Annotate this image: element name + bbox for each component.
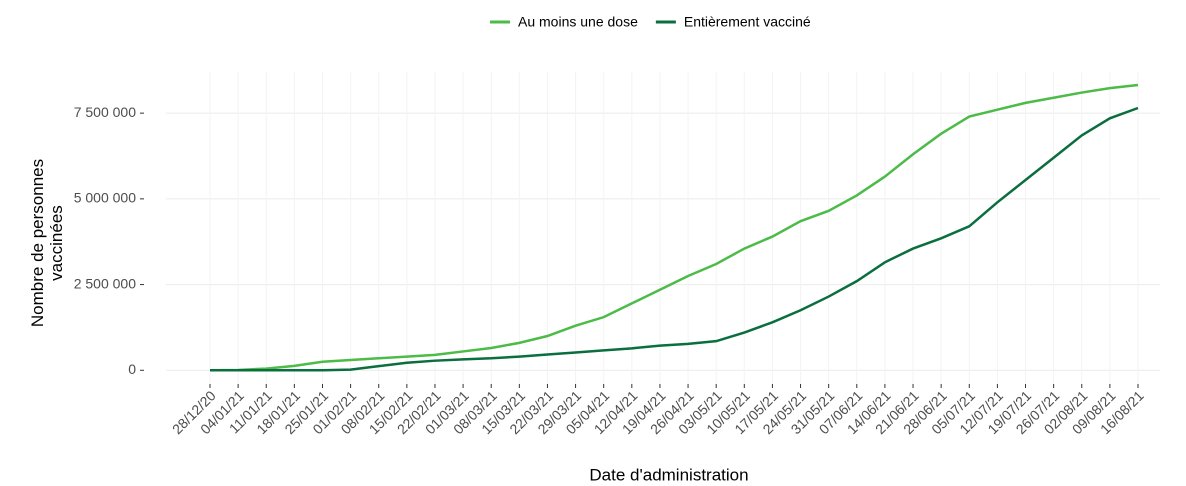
x-axis-label: Date d'administration <box>589 465 748 484</box>
y-tick-label: 2 500 000 <box>74 275 136 291</box>
series-line <box>210 106 1139 372</box>
legend: Au moins une dose Entièrement vacciné <box>490 14 811 30</box>
y-tick-label: 5 000 000 <box>74 190 136 206</box>
y-axis-label: Nombre de personnes vaccinées <box>28 158 66 328</box>
series-line <box>209 83 1139 372</box>
legend-label: Entièrement vacciné <box>684 14 811 30</box>
legend-label: Au moins une dose <box>518 14 638 30</box>
y-tick-label: 7 500 000 <box>74 104 136 120</box>
y-tick-label: 0 <box>128 361 136 377</box>
